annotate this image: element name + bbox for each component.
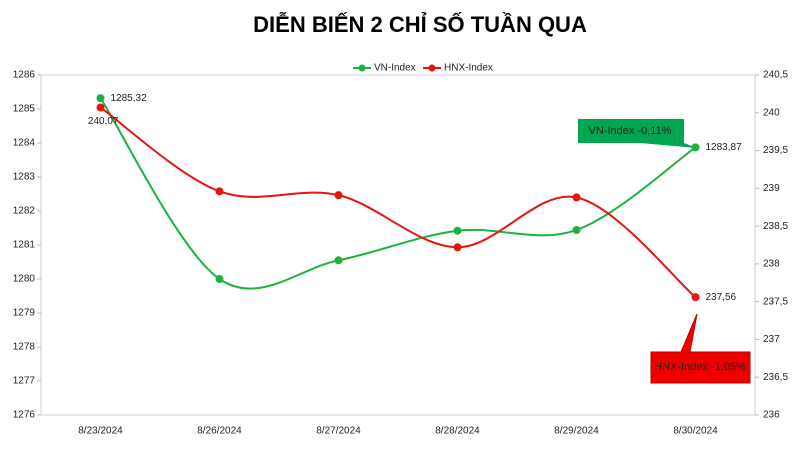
y-tick-label: 1285 xyxy=(13,104,36,115)
y-tick-label: 1281 xyxy=(13,240,36,251)
data-point xyxy=(453,226,462,235)
y-tick-label: 1280 xyxy=(13,274,36,285)
legend-marker xyxy=(428,64,436,72)
y-tick-label: 1278 xyxy=(13,342,36,353)
data-point xyxy=(572,226,581,235)
y2-tick-label: 240 xyxy=(763,107,780,118)
x-tick-label: 8/29/2024 xyxy=(554,426,599,437)
data-label: 1283,87 xyxy=(706,142,743,153)
data-point xyxy=(334,191,343,200)
y2-tick-label: 239 xyxy=(763,183,780,194)
y2-tick-label: 236 xyxy=(763,410,780,421)
y2-tick-label: 236,5 xyxy=(763,372,788,383)
data-point xyxy=(572,193,581,202)
annotation: VN-Index -0,11% xyxy=(589,125,672,137)
x-tick-label: 8/30/2024 xyxy=(673,426,718,437)
data-point xyxy=(453,243,462,252)
data-point xyxy=(96,103,105,112)
y-tick-label: 1284 xyxy=(13,138,36,149)
data-label: 237,56 xyxy=(706,292,737,303)
data-label: 240,07 xyxy=(88,116,119,127)
x-tick-label: 8/23/2024 xyxy=(78,426,123,437)
series-line xyxy=(99,106,697,298)
x-tick-label: 8/27/2024 xyxy=(316,426,361,437)
x-tick-label: 8/26/2024 xyxy=(197,426,242,437)
y-tick-label: 1277 xyxy=(13,376,36,387)
data-point xyxy=(215,187,224,196)
legend-label: HNX-Index xyxy=(444,63,493,74)
data-point xyxy=(96,94,105,103)
data-point xyxy=(691,293,700,302)
legend-marker xyxy=(358,64,366,72)
annotation: HNX-Index -1,05% xyxy=(654,361,746,373)
y-tick-label: 1276 xyxy=(13,410,36,421)
legend-label: VN-Index xyxy=(374,63,416,74)
y2-tick-label: 238 xyxy=(763,259,780,270)
annotation-box xyxy=(650,313,751,384)
y2-tick-label: 239,5 xyxy=(763,145,788,156)
series-line xyxy=(99,97,697,290)
y2-tick-label: 238,5 xyxy=(763,221,788,232)
data-point xyxy=(334,256,343,265)
y2-tick-label: 240,5 xyxy=(763,70,788,81)
y-tick-label: 1286 xyxy=(13,70,36,81)
annotation-box xyxy=(578,119,697,148)
y-tick-label: 1282 xyxy=(13,206,36,217)
data-point xyxy=(691,143,700,152)
x-tick-label: 8/28/2024 xyxy=(435,426,480,437)
y2-tick-label: 237,5 xyxy=(763,296,788,307)
y-tick-label: 1279 xyxy=(13,308,36,319)
chart-title: DIỄN BIẾN 2 CHỈ SỐ TUẦN QUA xyxy=(253,11,587,37)
y2-tick-label: 237 xyxy=(763,334,780,345)
data-point xyxy=(215,275,224,283)
y-tick-label: 1283 xyxy=(13,172,36,183)
data-label: 1285,32 xyxy=(111,93,148,104)
